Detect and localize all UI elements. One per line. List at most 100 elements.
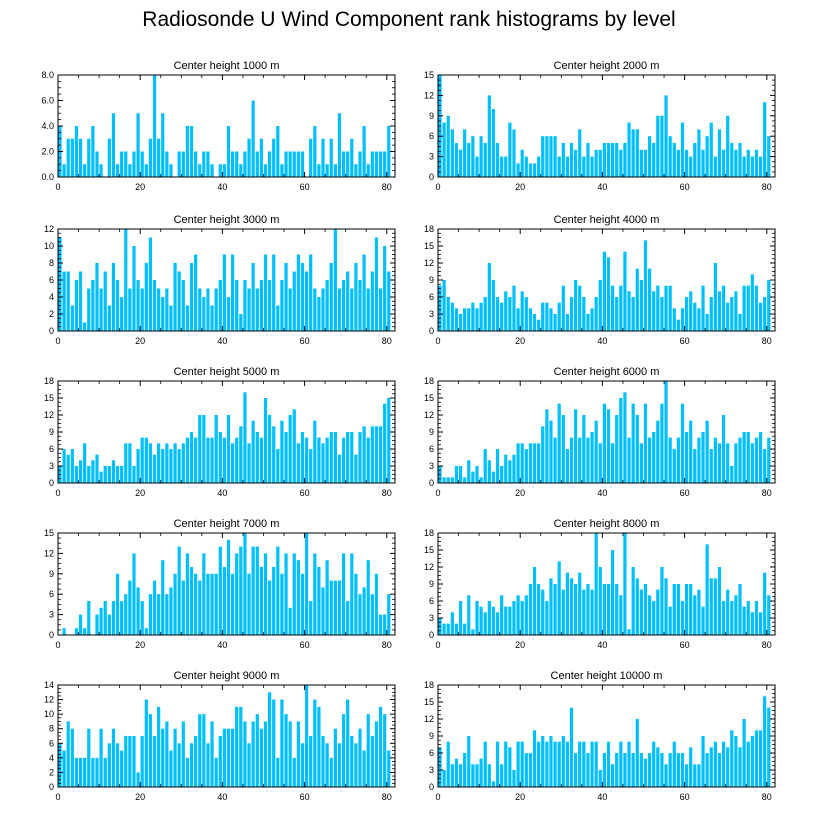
histogram-bar: [91, 126, 95, 177]
histogram-bar: [701, 149, 705, 177]
histogram-bar: [467, 460, 471, 483]
histogram-bar: [346, 601, 350, 635]
histogram-bar: [218, 432, 222, 483]
histogram-bar: [268, 415, 272, 483]
x-tick-label: 80: [762, 792, 772, 802]
histogram-bar: [309, 601, 313, 635]
histogram-bar: [362, 254, 366, 331]
histogram-bar: [280, 280, 284, 331]
histogram-bar: [664, 95, 668, 177]
histogram-bar: [374, 573, 379, 635]
histogram-bar: [78, 271, 83, 331]
histogram-bar: [446, 297, 450, 331]
histogram-bar: [475, 601, 479, 635]
histogram-bar: [532, 163, 537, 177]
histogram-bar: [561, 285, 565, 331]
histogram-bar: [541, 426, 545, 483]
histogram-bar: [115, 743, 120, 787]
histogram-bar: [524, 449, 528, 483]
histogram-bar: [450, 129, 454, 177]
y-tick-label: 9: [49, 427, 54, 437]
histogram-bar: [272, 254, 276, 331]
histogram-bar: [701, 285, 705, 331]
histogram-bar: [652, 291, 656, 331]
histogram-bar: [132, 553, 136, 635]
histogram-bar: [165, 594, 169, 635]
histogram-bar: [713, 741, 717, 787]
histogram-bar: [631, 403, 635, 483]
x-tick-label: 0: [435, 182, 440, 192]
histogram-bar: [742, 156, 746, 177]
histogram-bar: [586, 584, 590, 635]
histogram-bar: [516, 443, 520, 483]
histogram-bar: [263, 553, 268, 635]
histogram-bar: [214, 415, 218, 483]
histogram-bar: [721, 149, 726, 177]
histogram-bar: [99, 164, 103, 177]
histogram-bar: [545, 741, 549, 787]
histogram-bar: [181, 443, 185, 483]
histogram-bar: [66, 271, 70, 331]
histogram-bar: [247, 743, 251, 787]
histogram-bar: [643, 584, 648, 635]
histogram-bar: [750, 443, 754, 483]
histogram-bar: [346, 271, 350, 331]
histogram-bar: [549, 736, 553, 787]
histogram-bar: [491, 280, 496, 331]
histogram-bar: [140, 736, 144, 787]
y-tick-label: 12: [424, 258, 434, 268]
histogram-bar: [235, 553, 239, 635]
histogram-bar: [292, 757, 296, 787]
histogram-bar: [280, 699, 284, 787]
histogram-bar: [189, 263, 194, 331]
histogram-bar: [598, 443, 602, 483]
histogram-bar: [512, 770, 516, 787]
histogram-bar: [136, 280, 140, 331]
histogram-bar: [652, 143, 656, 177]
histogram-bar: [639, 443, 643, 483]
histogram-bar: [313, 553, 317, 635]
histogram-bar: [263, 398, 268, 483]
histogram-bar: [62, 164, 66, 177]
histogram-bar: [574, 409, 578, 483]
y-tick-label: 9: [429, 427, 434, 437]
histogram-bar: [454, 466, 459, 483]
histogram-bar: [350, 553, 354, 635]
y-tick-label: 9: [429, 275, 434, 285]
histogram-bar: [354, 263, 358, 331]
histogram-bar: [280, 420, 284, 483]
y-tick-label: 0: [49, 478, 54, 488]
histogram-bar: [656, 420, 660, 483]
histogram-bar: [259, 437, 263, 483]
histogram-bar: [152, 580, 157, 635]
histogram-bar: [458, 466, 463, 483]
y-tick-label: 0: [429, 172, 434, 182]
histogram-bar: [231, 151, 235, 177]
histogram-bar: [693, 595, 697, 635]
histogram-bar: [157, 594, 161, 635]
histogram-bar: [132, 246, 136, 331]
figure-title: Radiosonde U Wind Component rank histogr…: [142, 8, 676, 31]
y-tick-label: 3: [49, 461, 54, 471]
histogram-bar: [635, 415, 639, 483]
histogram-bar: [541, 136, 545, 177]
histogram-bar: [387, 398, 391, 483]
panel-title: Center height 8000 m: [554, 518, 660, 530]
histogram-bar: [202, 415, 206, 483]
histogram-bar: [288, 415, 292, 483]
histogram-bar: [366, 560, 370, 635]
histogram-bar: [602, 753, 606, 787]
histogram-bar: [235, 437, 239, 483]
histogram-bar: [557, 302, 561, 331]
histogram-bar: [346, 151, 350, 177]
histogram-bar: [500, 156, 504, 177]
histogram-bar: [91, 280, 95, 331]
histogram-bar: [358, 151, 362, 177]
histogram-bar: [553, 314, 557, 331]
histogram-bar: [623, 753, 627, 787]
histogram-bar: [504, 291, 508, 331]
histogram-bar: [83, 628, 87, 635]
histogram-bar: [132, 466, 136, 483]
histogram-bar: [758, 432, 763, 483]
histogram-bar: [574, 280, 578, 331]
